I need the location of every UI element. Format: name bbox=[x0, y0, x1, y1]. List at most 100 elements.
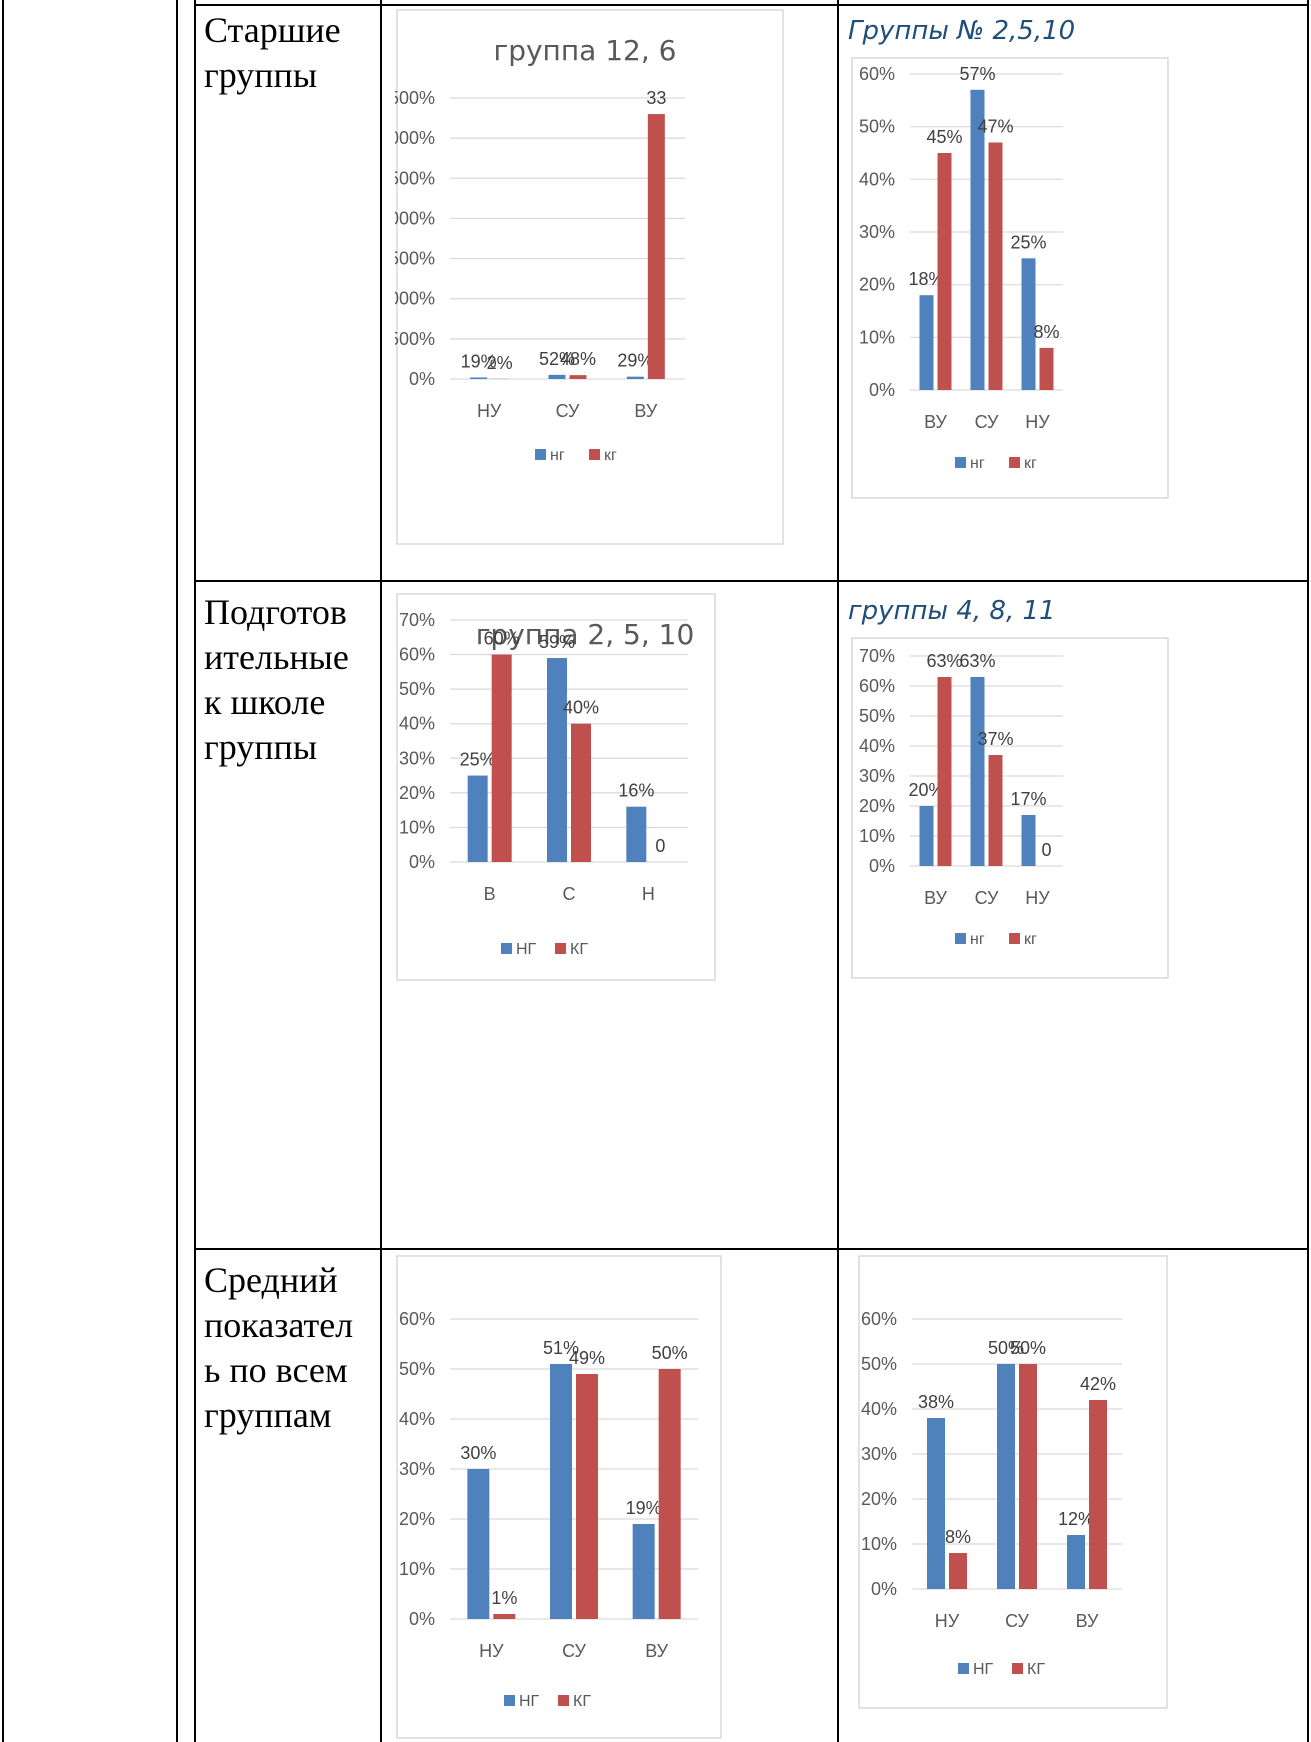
table-border-right bbox=[1307, 0, 1309, 1742]
y-tick-label: 20% bbox=[859, 796, 895, 816]
bar-нг-НУ bbox=[1021, 258, 1036, 390]
chart-senior-group-12-6: 0% 500% 1000% 1500% 2000% 2500% 3000% 3500% груп… bbox=[395, 9, 784, 545]
legend-label: нг bbox=[970, 455, 985, 472]
chart-frame bbox=[851, 57, 1169, 499]
legend-label: кг bbox=[604, 447, 617, 464]
y-tick-label: 50% bbox=[859, 117, 895, 137]
chart-preparatory-group-2-5-10: 0% 10% 20% 30% 40% 50% 60% 70% группа 2, 5, 10 В 2… bbox=[396, 593, 716, 981]
y-tick-label: 10% bbox=[399, 1559, 435, 1579]
data-label: 16% bbox=[618, 781, 654, 801]
y-tick-label: 40% bbox=[399, 1409, 435, 1429]
data-label: 19% bbox=[626, 1498, 662, 1518]
data-label: 49% bbox=[569, 1348, 605, 1368]
y-tick-label: 30% bbox=[859, 222, 895, 242]
bar-НГ-СУ bbox=[997, 1364, 1015, 1589]
x-tick-label: НУ bbox=[1025, 412, 1050, 432]
data-label: 8% bbox=[945, 1527, 971, 1547]
x-tick-label: ВУ bbox=[924, 412, 947, 432]
y-tick-label: 40% bbox=[859, 736, 895, 756]
x-tick-label: ВУ bbox=[924, 888, 947, 908]
y-tick-label: 50% bbox=[859, 706, 895, 726]
legend-label: КГ bbox=[570, 941, 588, 958]
data-label: 52% bbox=[539, 349, 575, 369]
y-tick-label: 0% bbox=[409, 369, 435, 389]
data-label: 42% bbox=[1080, 1374, 1116, 1394]
legend-label: КГ bbox=[573, 1693, 591, 1710]
x-tick-label: С bbox=[563, 884, 576, 904]
chart-title: группа 2, 5, 10 bbox=[476, 618, 695, 651]
y-tick-label: 20% bbox=[399, 783, 435, 803]
bar-нг-НУ bbox=[470, 377, 488, 379]
bar-кг-ВУ bbox=[937, 677, 952, 866]
bar-НГ-НУ bbox=[927, 1418, 945, 1589]
side-title-groups-2-5-10: Группы № 2,5,10 bbox=[848, 16, 1076, 46]
chart-average-left: 0% 10% 20% 30% 40% 50% 60% НУ 30% 1% СУ 51%49% ВУ 19%… bbox=[396, 1255, 722, 1739]
legend-swatch-НГ bbox=[501, 943, 512, 954]
data-label: 0 bbox=[655, 836, 665, 856]
data-label: 18% bbox=[908, 269, 944, 289]
bar-кг-ВУ bbox=[937, 153, 952, 390]
y-tick-label: 70% bbox=[399, 610, 435, 630]
legend-swatch-КГ bbox=[555, 943, 566, 954]
legend-label: НГ bbox=[973, 1661, 994, 1678]
legend-label: НГ bbox=[519, 1693, 540, 1710]
data-label: 30% bbox=[460, 1443, 496, 1463]
table-row-divider-1 bbox=[194, 580, 1309, 582]
x-tick-label: СУ bbox=[975, 412, 999, 432]
y-tick-label: 0% bbox=[409, 852, 435, 872]
bar-НГ-В bbox=[467, 775, 488, 862]
x-tick-label: ВУ bbox=[634, 401, 657, 421]
x-tick-label: НУ bbox=[1025, 888, 1050, 908]
y-tick-label: 30% bbox=[861, 1444, 897, 1464]
bar-нг-НУ bbox=[1021, 815, 1036, 866]
legend-swatch-нг bbox=[955, 933, 966, 944]
y-tick-label: 50% bbox=[399, 679, 435, 699]
bar-нг-ВУ bbox=[626, 376, 644, 379]
row-label-average: Средний показател ь по всем группам bbox=[204, 1260, 354, 1435]
y-tick-label: 60% bbox=[859, 676, 895, 696]
y-tick-label: 10% bbox=[399, 817, 435, 837]
bar-нг-СУ bbox=[548, 374, 566, 379]
bar-КГ-СУ bbox=[576, 1374, 598, 1619]
data-label: 8% bbox=[1033, 322, 1059, 342]
bar-кг-НУ bbox=[1039, 347, 1054, 390]
x-tick-label: НУ bbox=[935, 1611, 960, 1631]
bar-КГ-ВУ bbox=[658, 1369, 681, 1619]
x-tick-label: ВУ bbox=[1076, 1611, 1099, 1631]
data-label: 37% bbox=[977, 729, 1013, 749]
data-label: 63% bbox=[926, 651, 962, 671]
y-tick-label: 10% bbox=[861, 1534, 897, 1554]
y-tick-label: 0% bbox=[869, 380, 895, 400]
y-tick-label: 40% bbox=[859, 169, 895, 189]
data-label: 17% bbox=[1010, 789, 1046, 809]
row-label-preparatory: Подготов ительные к школе группы bbox=[204, 592, 349, 767]
x-tick-label: СУ bbox=[556, 401, 580, 421]
legend-swatch-НГ bbox=[958, 1663, 969, 1674]
data-label: 1% bbox=[491, 1588, 517, 1608]
table-border-inner bbox=[176, 0, 178, 1742]
y-tick-label: 10% bbox=[859, 327, 895, 347]
legend-label: нг bbox=[970, 931, 985, 948]
y-tick-label: 20% bbox=[861, 1489, 897, 1509]
bar-КГ-ВУ bbox=[1089, 1400, 1107, 1589]
legend-label: кг bbox=[1024, 455, 1037, 472]
legend-swatch-КГ bbox=[1012, 1663, 1023, 1674]
bar-НГ-ВУ bbox=[632, 1524, 655, 1619]
data-label: 50% bbox=[1010, 1338, 1046, 1358]
y-tick-label: 60% bbox=[859, 64, 895, 84]
data-label: 40% bbox=[563, 698, 599, 718]
legend-label: КГ bbox=[1027, 1661, 1045, 1678]
y-tick-label: 2500% bbox=[395, 168, 435, 188]
legend-swatch-нг bbox=[535, 449, 546, 460]
y-tick-label: 20% bbox=[399, 1509, 435, 1529]
legend-swatch-кг bbox=[1009, 933, 1020, 944]
legend-swatch-НГ bbox=[504, 1695, 515, 1706]
bar-нг-ВУ bbox=[919, 806, 934, 866]
bar-НГ-Н bbox=[626, 806, 647, 862]
y-tick-label: 20% bbox=[859, 275, 895, 295]
data-label: 20% bbox=[908, 780, 944, 800]
y-tick-label: 60% bbox=[399, 1309, 435, 1329]
y-tick-label: 10% bbox=[859, 826, 895, 846]
y-tick-label: 30% bbox=[399, 748, 435, 768]
bar-НГ-СУ bbox=[550, 1364, 572, 1619]
